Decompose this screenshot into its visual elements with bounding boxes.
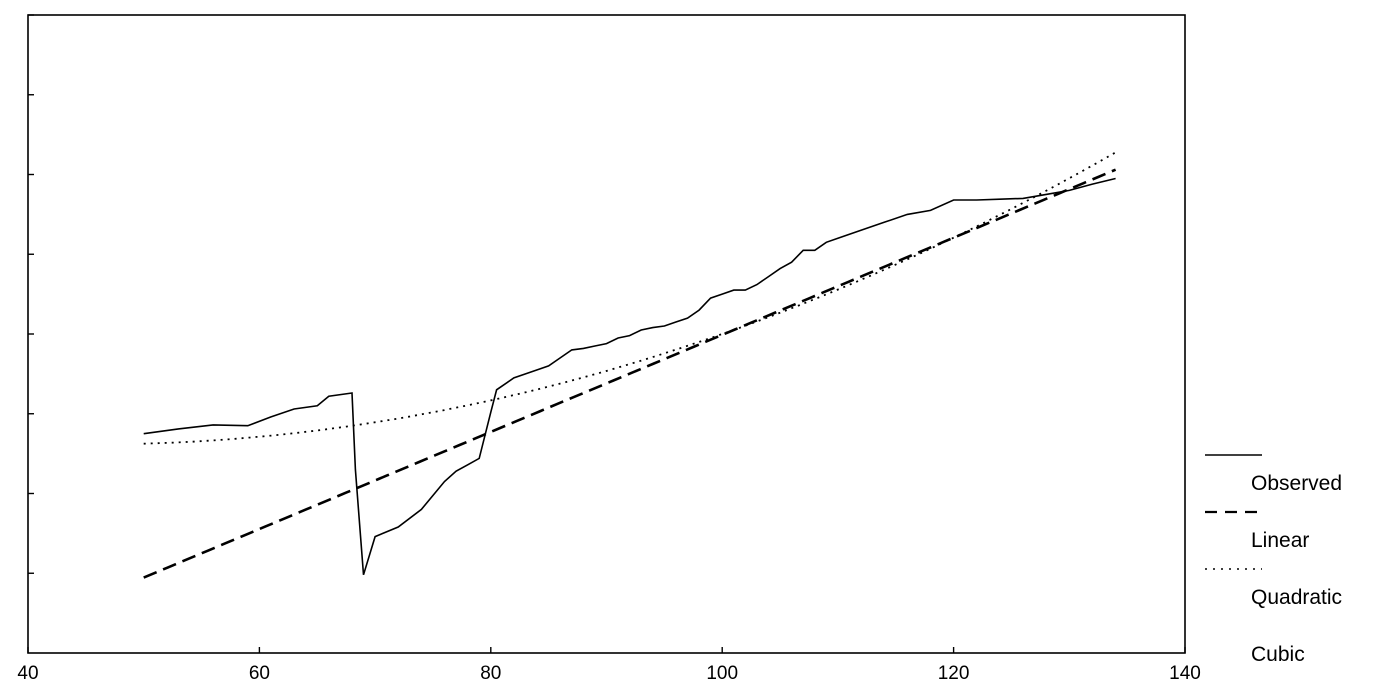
series-layer [143,151,1117,579]
y-axis-ticks [28,14,34,574]
x-tick-label: 60 [249,663,270,684]
x-tick-label: 100 [706,663,738,684]
x-tick-label: 120 [938,663,970,684]
plot-frame [27,14,1186,654]
legend-label-observed: Observed [1251,472,1342,495]
series-observed-line [143,177,1116,576]
legend-label-cubic: Cubic [1251,643,1305,666]
x-tick-label: 80 [480,663,501,684]
x-tick-label: 140 [1169,663,1201,684]
legend: Observed Linear Quadratic Cubic [1205,454,1342,666]
x-axis-ticks: 40 60 80 100 120 140 [17,647,1201,684]
x-tick-label: 40 [17,663,38,684]
series-linear-line [143,168,1117,579]
legend-label-linear: Linear [1251,529,1309,552]
plot-area [27,14,1186,654]
series-quadratic-line [143,151,1117,445]
legend-label-quadratic: Quadratic [1251,586,1342,609]
